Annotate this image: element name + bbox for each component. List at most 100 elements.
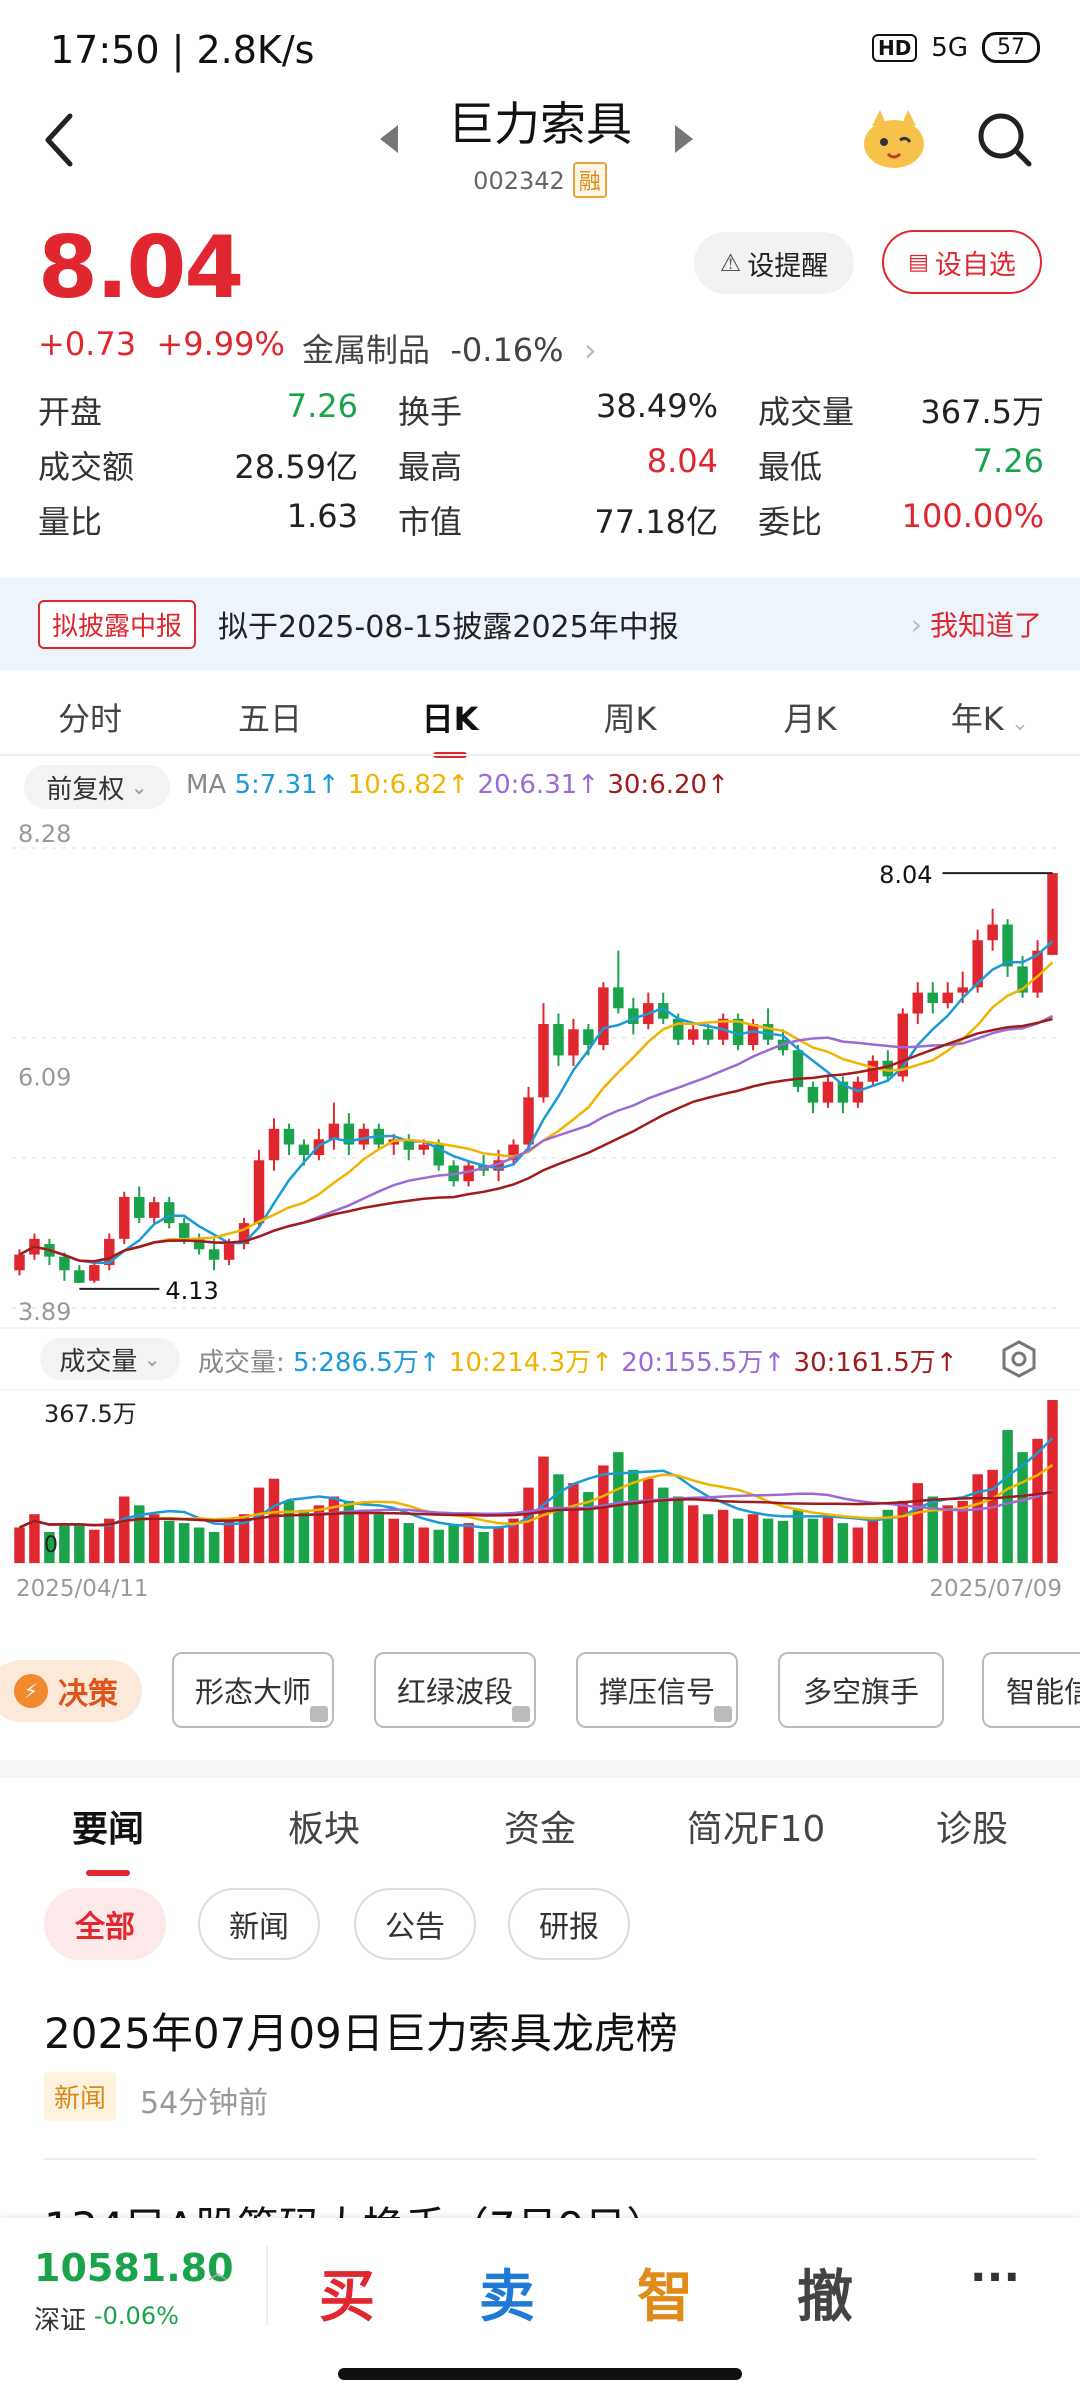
dismiss-notice-button[interactable]: 我知道了 <box>929 609 1042 642</box>
ma-line <box>18 1017 1053 1263</box>
yearly-k-label: 年K <box>950 700 1004 738</box>
volume-bar <box>1017 1452 1028 1563</box>
candle-body <box>837 1081 849 1103</box>
tab-sector[interactable]: 板块 <box>287 1809 360 1850</box>
chip-announcement[interactable]: 公告 <box>354 1888 476 1960</box>
notice-text: 拟于2025-08-15披露2025年中报 <box>218 610 679 645</box>
ma10-value: 10:6.82 <box>347 770 448 800</box>
candle-body <box>568 1029 579 1056</box>
volume-bar <box>298 1509 310 1563</box>
stat-cell: 市值 77.18亿 <box>398 497 758 543</box>
volume-bar <box>119 1496 130 1563</box>
tab-diagnose[interactable]: 诊股 <box>935 1809 1008 1850</box>
volume-bar <box>478 1531 489 1563</box>
volume-bar <box>463 1523 474 1563</box>
tool-smart-signal[interactable]: 智能信号 <box>982 1652 1080 1728</box>
next-stock-icon[interactable] <box>675 125 693 153</box>
stat-value: 28.59亿 <box>234 447 358 486</box>
back-arrow-icon[interactable] <box>40 110 80 170</box>
volume-bar <box>777 1520 789 1563</box>
stat-label: 开盘 <box>38 392 103 431</box>
set-alert-label: 设提醒 <box>747 250 829 282</box>
ma-label: MA <box>186 770 227 800</box>
volume-selector[interactable]: 成交量 ⌄ <box>40 1338 180 1380</box>
tool-label: 多空旗手 <box>802 1675 919 1709</box>
signal-icon: 5G <box>931 32 968 63</box>
gear-icon[interactable] <box>1000 1340 1038 1378</box>
stat-label: 成交额 <box>38 447 135 486</box>
candle-body <box>912 992 924 1014</box>
smart-trade-button[interactable]: 智 <box>637 2265 693 2330</box>
tool-support-resistance[interactable]: 撑压信号 <box>576 1652 738 1728</box>
stat-cell: 量比 1.63 <box>38 497 398 543</box>
prev-stock-icon[interactable] <box>380 125 398 153</box>
volume-bar <box>702 1514 714 1563</box>
volume-bar <box>148 1514 160 1563</box>
tab-f10[interactable]: 简况F10 <box>686 1809 826 1850</box>
news-item-title[interactable]: 134只A股筹码大换手（7月9日） <box>44 2198 668 2220</box>
chevron-right-icon: › <box>910 607 922 641</box>
volume-bar <box>687 1505 699 1563</box>
lock-icon <box>714 1706 732 1722</box>
disclosure-notice[interactable]: 拟披露中报 拟于2025-08-15披露2025年中报 › 我知道了 <box>0 578 1080 670</box>
x-start-date: 2025/04/11 <box>16 1576 149 1598</box>
volume-bar <box>268 1478 280 1563</box>
volume-bar <box>613 1452 624 1563</box>
lightning-icon: ⚡ <box>14 1674 48 1708</box>
chip-all[interactable]: 全部 <box>44 1888 166 1960</box>
stat-cell: 成交额 28.59亿 <box>38 442 398 488</box>
lock-icon <box>512 1706 530 1722</box>
volume-bar <box>658 1487 669 1563</box>
tool-pattern-master[interactable]: 形态大师 <box>172 1652 334 1728</box>
chip-news[interactable]: 新闻 <box>198 1888 320 1960</box>
set-alert-button[interactable]: ⚠ 设提醒 <box>694 232 854 294</box>
tab-intraday[interactable]: 分时 <box>57 700 122 738</box>
sector-link[interactable]: 金属制品 -0.16% › <box>302 325 597 371</box>
volume-bar <box>44 1531 55 1563</box>
divider <box>0 754 1080 756</box>
candle-body <box>268 1128 280 1161</box>
tab-weekly-k[interactable]: 周K <box>603 700 657 738</box>
volume-bar <box>852 1527 864 1563</box>
adjust-selector[interactable]: 前复权 ⌄ <box>24 765 170 809</box>
tool-red-green-wave[interactable]: 红绿波段 <box>374 1652 536 1728</box>
volume-bar <box>583 1492 594 1563</box>
search-icon[interactable] <box>975 110 1035 170</box>
buy-button[interactable]: 买 <box>319 2265 375 2330</box>
index-value[interactable]: 10581.80 <box>34 2246 234 2290</box>
tool-bull-bear-flag[interactable]: 多空旗手 <box>778 1652 944 1728</box>
tab-capital[interactable]: 资金 <box>503 1809 576 1850</box>
candle-body <box>867 1060 879 1082</box>
mascot-icon[interactable] <box>860 108 928 172</box>
kline-chart[interactable]: 8.28 6.09 3.89 8.04 4.13 367.5万 0 2025/04/11 202… <box>0 818 1080 1598</box>
ma5-value: 5:7.31 <box>234 770 318 800</box>
stat-cell: 最低 7.26 <box>758 442 1044 488</box>
volume-bar <box>1047 1400 1058 1563</box>
candle-body <box>163 1202 175 1224</box>
candle-body <box>403 1139 414 1150</box>
price-change-row: +0.73 +9.99% <box>38 325 285 363</box>
ma-legend: MA 5:7.31↑ 10:6.82↑ 20:6.31↑ 30:6.20↑ <box>186 770 729 800</box>
volume-bar <box>972 1474 983 1563</box>
tab-headlines[interactable]: 要闻 <box>0 1800 216 1876</box>
add-favorite-button[interactable]: ▤ 设自选 <box>882 230 1042 294</box>
stat-cell: 成交量 367.5万 <box>758 387 1044 433</box>
tab-yearly-k[interactable]: 年K ⌄ <box>900 694 1080 740</box>
tab-monthly-k[interactable]: 月K <box>783 700 837 738</box>
candle-body <box>493 1160 504 1171</box>
chevron-right-icon: › <box>573 331 597 369</box>
more-icon[interactable]: ··· <box>969 2252 1021 2303</box>
volume-bar <box>717 1509 729 1563</box>
chip-research[interactable]: 研报 <box>508 1888 630 1960</box>
news-item-title[interactable]: 2025年07月09日巨力索具龙虎榜 <box>44 2009 678 2058</box>
cancel-order-button[interactable]: 撤 <box>797 2265 853 2330</box>
tab-daily-k[interactable]: 日K <box>360 694 540 758</box>
decision-button[interactable]: ⚡ 决策 <box>0 1660 142 1722</box>
tool-label: 形态大师 <box>194 1675 311 1709</box>
tab-five-day[interactable]: 五日 <box>237 700 302 738</box>
volume-bar <box>1032 1438 1043 1563</box>
candle-body <box>553 1024 564 1056</box>
candle-body <box>702 1029 714 1040</box>
sell-button[interactable]: 卖 <box>479 2265 535 2330</box>
candle-body <box>104 1238 115 1266</box>
